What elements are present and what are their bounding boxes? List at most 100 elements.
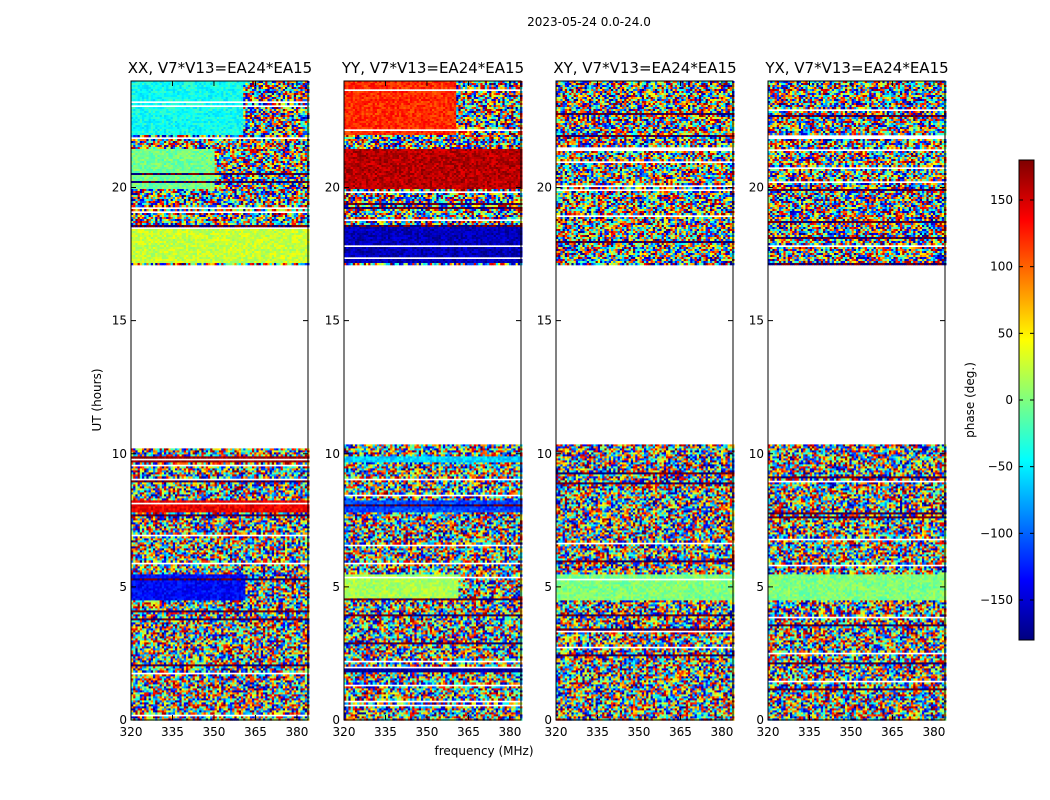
heat-cell xyxy=(197,508,200,510)
heat-cell xyxy=(208,452,211,454)
heat-cell xyxy=(221,504,224,506)
heat-cell xyxy=(256,524,259,526)
heat-cell xyxy=(166,500,169,502)
heat-cell xyxy=(168,528,171,530)
heat-cell xyxy=(265,452,268,454)
heat-cell xyxy=(274,504,277,506)
heat-cell xyxy=(226,486,229,488)
heat-cell xyxy=(206,448,209,450)
heat-cell xyxy=(184,538,187,540)
heat-cell xyxy=(221,518,224,520)
heat-cell xyxy=(265,468,268,470)
heat-cell xyxy=(294,522,297,524)
heat-cell xyxy=(175,472,178,474)
heat-cell xyxy=(173,522,176,524)
heat-cell xyxy=(274,468,277,470)
heat-cell xyxy=(263,460,266,462)
heat-cell xyxy=(133,468,136,470)
heat-cell xyxy=(287,482,290,484)
heat-cell xyxy=(186,538,189,540)
heat-cell xyxy=(241,532,244,534)
heat-cell xyxy=(135,494,138,496)
heat-cell xyxy=(138,506,141,508)
heat-cell xyxy=(201,500,204,502)
heat-cell xyxy=(230,496,233,498)
heat-cell xyxy=(217,504,220,506)
heat-cell xyxy=(215,468,218,470)
heat-cell xyxy=(270,450,273,452)
heat-cell xyxy=(195,482,198,484)
heat-cell xyxy=(210,466,213,468)
heat-cell xyxy=(303,504,306,506)
heat-cell xyxy=(138,492,141,494)
heat-cell xyxy=(265,506,268,508)
heat-cell xyxy=(239,468,242,470)
heat-cell xyxy=(278,516,281,518)
heat-cell xyxy=(241,490,244,492)
heat-cell xyxy=(190,460,193,462)
heat-cell xyxy=(254,488,257,490)
heat-cell xyxy=(201,492,204,494)
heat-cell xyxy=(173,526,176,528)
heat-cell xyxy=(162,474,165,476)
heat-cell xyxy=(142,480,145,482)
heat-cell xyxy=(199,488,202,490)
heat-cell xyxy=(186,498,189,500)
heat-cell xyxy=(245,514,248,516)
heat-cell xyxy=(177,454,180,456)
heat-cell xyxy=(285,530,288,532)
heat-cell xyxy=(144,522,147,524)
heat-cell xyxy=(171,526,174,528)
heat-cell xyxy=(294,472,297,474)
heat-cell xyxy=(166,504,169,506)
heat-cell xyxy=(166,450,169,452)
heat-cell xyxy=(160,490,163,492)
heat-cell xyxy=(276,510,279,512)
heat-cell xyxy=(259,476,262,478)
heat-cell xyxy=(298,504,301,506)
heat-cell xyxy=(303,514,306,516)
heat-cell xyxy=(294,516,297,518)
heat-cell xyxy=(250,462,253,464)
heat-cell xyxy=(237,524,240,526)
heat-cell xyxy=(237,466,240,468)
heat-cell xyxy=(241,466,244,468)
heat-cell xyxy=(294,512,297,514)
heat-cell xyxy=(237,520,240,522)
heat-cell xyxy=(140,448,143,450)
heat-cell xyxy=(259,520,262,522)
heat-cell xyxy=(166,474,169,476)
heat-cell xyxy=(250,480,253,482)
heat-cell xyxy=(265,522,268,524)
heat-cell xyxy=(206,520,209,522)
heat-cell xyxy=(263,516,266,518)
heat-cell xyxy=(243,486,246,488)
heat-cell xyxy=(259,496,262,498)
heat-cell xyxy=(171,484,174,486)
heat-cell xyxy=(226,538,229,540)
heat-cell xyxy=(153,466,156,468)
heat-cell xyxy=(197,492,200,494)
heat-cell xyxy=(160,462,163,464)
heat-cell xyxy=(281,472,284,474)
heat-cell xyxy=(186,522,189,524)
heat-cell xyxy=(270,506,273,508)
heat-cell xyxy=(296,484,299,486)
heat-cell xyxy=(296,462,299,464)
heat-cell xyxy=(138,490,141,492)
heat-cell xyxy=(138,504,141,506)
heat-cell xyxy=(254,482,257,484)
heat-cell xyxy=(294,470,297,472)
heat-cell xyxy=(142,522,145,524)
heat-cell xyxy=(210,470,213,472)
heat-cell xyxy=(254,526,257,528)
heat-cell xyxy=(234,498,237,500)
heat-cell xyxy=(182,468,185,470)
heat-cell xyxy=(254,476,257,478)
heat-cell xyxy=(243,468,246,470)
heat-cell xyxy=(252,516,255,518)
heat-cell xyxy=(138,488,141,490)
heat-cell xyxy=(217,468,220,470)
heat-cell xyxy=(175,488,178,490)
heat-cell xyxy=(287,474,290,476)
